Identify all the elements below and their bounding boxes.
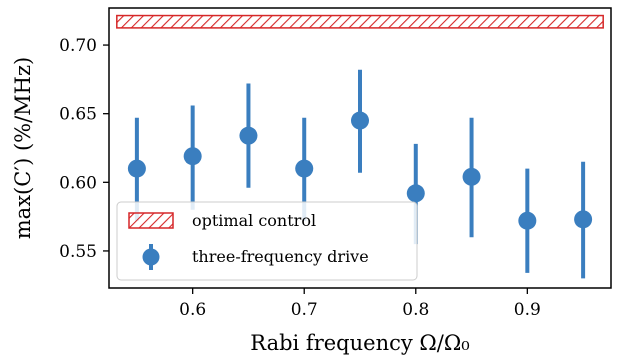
data-point-6 <box>406 184 425 203</box>
legend-box <box>116 201 418 281</box>
legend: optimal control three-frequency drive <box>116 201 418 281</box>
data-point-2 <box>183 147 202 166</box>
legend-swatch-optimal-control <box>128 212 174 229</box>
x-tick-label: 0.9 <box>514 300 541 320</box>
y-axis-ticks: 0.55 0.60 0.65 0.70 <box>59 36 109 262</box>
legend-label-optimal-control: optimal control <box>192 211 316 230</box>
y-tick-label: 0.60 <box>59 173 97 193</box>
x-tick-label: 0.8 <box>402 300 429 320</box>
plot-frame <box>108 7 612 289</box>
x-axis-label: Rabi frequency Ω/Ω₀ <box>250 331 469 355</box>
data-point-4 <box>295 159 314 178</box>
legend-label-three-frequency-drive: three-frequency drive <box>192 247 369 266</box>
x-tick-label: 0.7 <box>291 300 318 320</box>
optimal-control-band <box>116 14 604 29</box>
data-point-3 <box>239 126 258 145</box>
y-tick-label: 0.55 <box>59 242 97 262</box>
legend-swatch-marker <box>142 248 160 266</box>
data-point-8 <box>518 211 537 230</box>
data-point-7 <box>462 167 481 186</box>
y-axis-label: max(C′) (%/MHz) <box>11 57 35 239</box>
x-axis-ticks: 0.6 0.7 0.8 0.9 <box>179 288 541 320</box>
y-tick-label: 0.65 <box>59 105 97 125</box>
data-point-1 <box>127 159 146 178</box>
data-point-5 <box>351 111 369 130</box>
y-tick-label: 0.70 <box>59 36 97 56</box>
data-point-9 <box>574 210 593 229</box>
x-tick-label: 0.6 <box>179 300 206 320</box>
